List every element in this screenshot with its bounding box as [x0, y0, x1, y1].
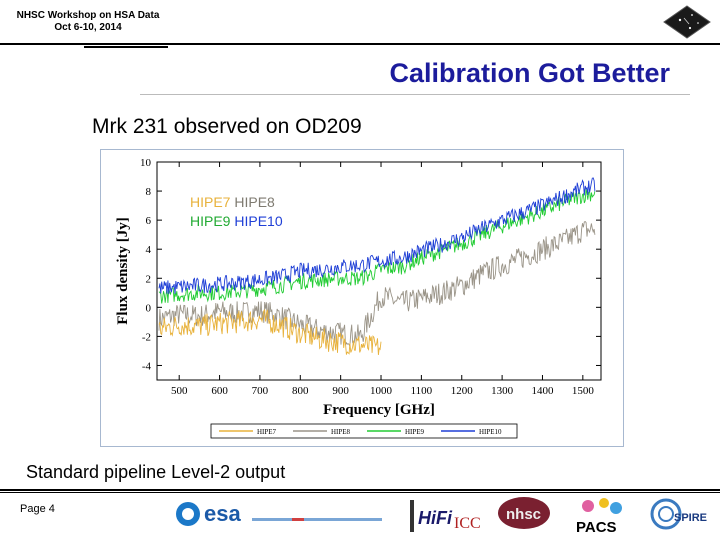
page-number: Page 4 — [20, 503, 55, 515]
header-rule — [0, 43, 720, 45]
inline-legend-hipe10: HIPE10 — [234, 213, 283, 229]
x-tick-label: 1300 — [491, 385, 514, 397]
x-tick-label: 1000 — [370, 385, 393, 397]
header-line-2: Oct 6-10, 2014 — [54, 22, 122, 33]
header-rule-short — [84, 46, 168, 48]
y-tick-label: 10 — [140, 157, 152, 169]
x-tick-label: 1200 — [451, 385, 474, 397]
chart-caption: Standard pipeline Level-2 output — [26, 462, 286, 482]
inline-legend-hipe9: HIPE9 — [190, 213, 231, 229]
y-tick-label: 4 — [146, 244, 152, 256]
x-tick-label: 1400 — [531, 385, 554, 397]
x-tick-label: 600 — [211, 385, 228, 397]
legend-label-hipe9: HIPE9 — [405, 428, 425, 436]
inline-legend-hipe7: HIPE7 — [190, 194, 231, 210]
legend-label-hipe8: HIPE8 — [331, 428, 351, 436]
x-axis-label: Frequency [GHz] — [323, 402, 435, 418]
nhsc-logo-icon: nhsc — [498, 497, 550, 529]
slide-subtitle: Mrk 231 observed on OD209 — [92, 115, 362, 138]
series-line-hipe10 — [158, 177, 596, 295]
inline-legend-hipe8: HIPE8 — [234, 194, 275, 210]
pacs-logo-text: PACS — [576, 519, 617, 536]
legend-label-hipe10: HIPE10 — [479, 428, 502, 436]
series-line-hipe9 — [158, 188, 596, 304]
hifi-logo-icon: HiFi ICC — [410, 500, 481, 532]
y-axis-label: Flux density [Jy] — [115, 217, 131, 325]
title-rule — [140, 94, 690, 95]
y-tick-label: -2 — [142, 331, 151, 343]
x-tick-label: 1100 — [411, 385, 433, 397]
esa-logo-text: esa — [204, 501, 241, 526]
spire-logo-text: SPIRE — [674, 512, 707, 524]
header-line-1: NHSC Workshop on HSA Data — [16, 10, 160, 21]
spectrum-chart: 500 600 700 800 900 1000 1100 1200 1300 1400 1500 -… — [115, 157, 602, 439]
hifi-logo-text: HiFi — [418, 508, 453, 528]
footer-logos: esa HiFi ICC nhsc PACS SPIRE — [176, 497, 707, 536]
chart-frame: 500 600 700 800 900 1000 1100 1200 1300 1400 1500 -… — [100, 149, 624, 447]
slide-title: Calibration Got Better — [389, 58, 670, 88]
esa-logo-icon: esa — [176, 501, 382, 526]
y-tick-label: 2 — [146, 273, 152, 285]
y-tick-label: 6 — [146, 215, 152, 227]
series-line-hipe8 — [158, 220, 596, 348]
series-line-hipe7 — [158, 309, 382, 356]
inline-legend: HIPE7 HIPE8 HIPE9 HIPE10 — [190, 193, 283, 231]
icc-logo-text: ICC — [454, 515, 481, 532]
footer-rule-thin — [0, 492, 720, 493]
pacs-logo-icon: PACS — [576, 498, 622, 536]
x-tick-label: 500 — [171, 385, 188, 397]
legend-label-hipe7: HIPE7 — [257, 428, 277, 436]
footer-rule — [0, 489, 720, 491]
x-tick-label: 800 — [292, 385, 309, 397]
y-tick-label: -4 — [142, 360, 152, 372]
x-tick-label: 900 — [332, 385, 349, 397]
plot-frame — [156, 161, 602, 381]
x-tick-label: 700 — [252, 385, 269, 397]
header-text: NHSC Workshop on HSA Data Oct 6-10, 2014 — [8, 10, 168, 34]
nhsc-logo-text: nhsc — [506, 506, 541, 523]
herschel-logo-icon — [663, 5, 711, 39]
y-tick-label: 0 — [146, 302, 152, 314]
spire-logo-icon: SPIRE — [650, 498, 707, 530]
y-tick-label: 8 — [146, 186, 152, 198]
legend-box — [210, 423, 518, 439]
x-tick-label: 1500 — [572, 385, 595, 397]
